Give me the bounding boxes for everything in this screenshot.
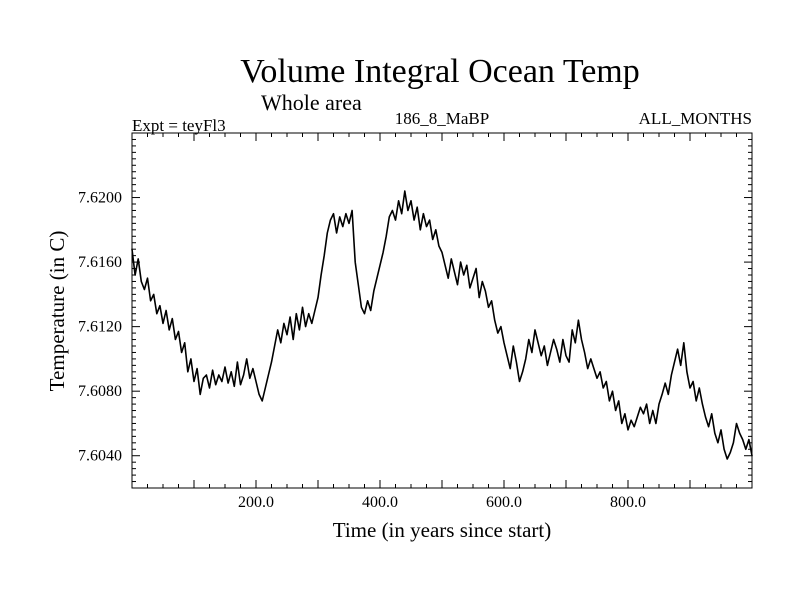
y-axis-label: Temperature (in C): [45, 231, 69, 392]
x-tick-label: 400.0: [362, 494, 398, 511]
period-label: ALL_MONTHS: [639, 109, 752, 128]
y-tick-labels: 7.6040 7.6080 7.6120 7.6160 7.6200: [78, 190, 122, 465]
x-axis-label: Time (in years since start): [333, 518, 552, 542]
axis-ticks: [132, 133, 752, 488]
x-tick-label: 800.0: [610, 494, 646, 511]
y-tick-label: 7.6120: [78, 319, 122, 336]
plot-frame: [131, 132, 753, 489]
x-tick-label: 200.0: [238, 494, 274, 511]
y-tick-label: 7.6040: [78, 448, 122, 465]
y-tick-label: 7.6200: [78, 190, 122, 207]
y-tick-label: 7.6080: [78, 383, 122, 400]
chart-title: Volume Integral Ocean Temp: [240, 53, 640, 90]
x-tick-labels: 200.0 400.0 600.0 800.0: [238, 494, 646, 511]
run-label: 186_8_MaBP: [395, 109, 489, 128]
plot-area: [131, 132, 753, 489]
y-tick-label: 7.6160: [78, 254, 122, 271]
x-tick-label: 600.0: [486, 494, 522, 511]
temperature-series-line: [131, 190, 753, 460]
experiment-label: Expt = teyFl3: [132, 116, 226, 135]
chart-subtitle: Whole area: [261, 90, 362, 115]
